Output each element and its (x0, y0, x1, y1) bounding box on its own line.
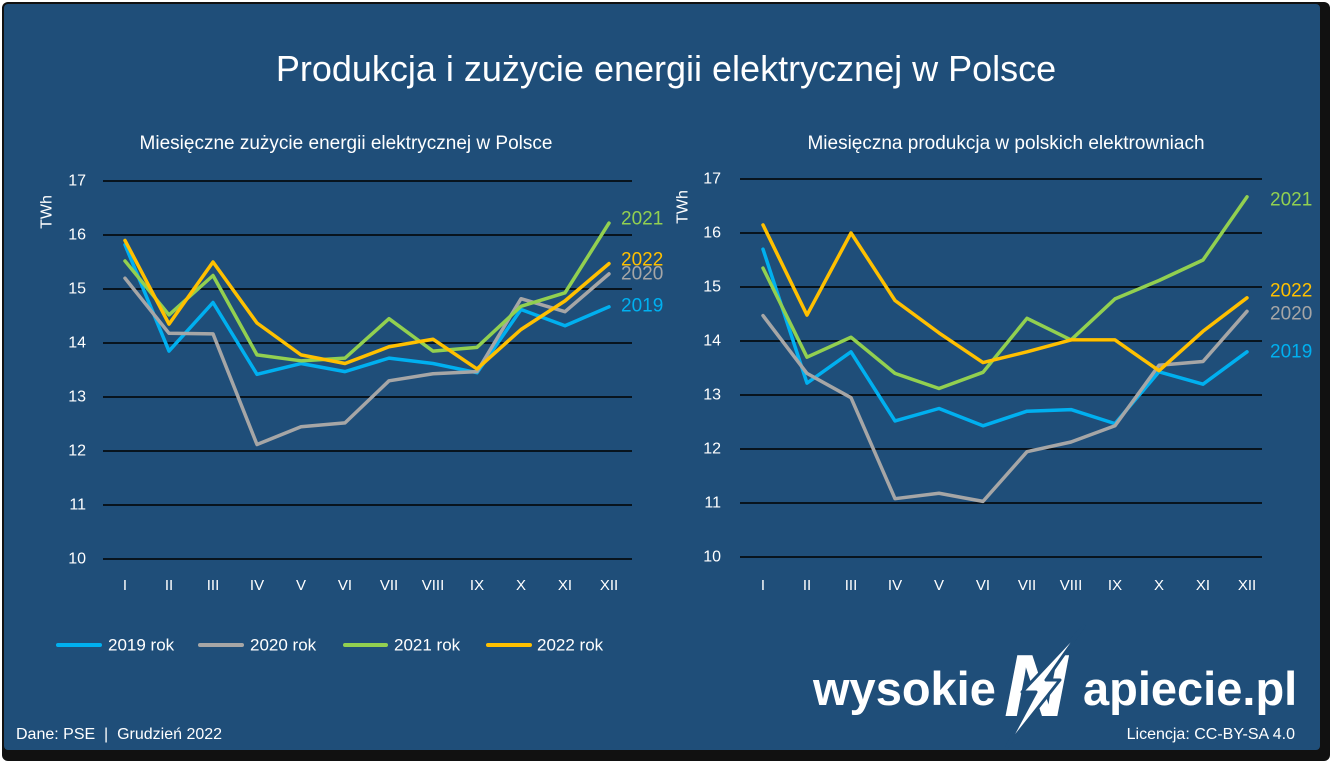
x-tick-label: IV (250, 577, 264, 594)
panel-background (4, 4, 1320, 750)
y-axis-label: TWh (39, 195, 56, 229)
x-tick-label: I (761, 577, 765, 594)
x-tick-label: II (803, 577, 811, 594)
x-tick-label: XII (600, 577, 618, 594)
x-tick-label: XII (1238, 577, 1256, 594)
x-tick-label: X (516, 577, 526, 594)
series-end-label: 2019 (621, 296, 663, 317)
series-line-2021 (761, 195, 1249, 391)
x-tick-label: VI (976, 577, 990, 594)
x-tick-label: V (296, 577, 306, 594)
y-tick-label: 10 (703, 549, 721, 566)
y-tick-label: 13 (703, 387, 721, 404)
series-end-label: 2022 (621, 250, 663, 271)
x-tick-label: VII (1018, 577, 1036, 594)
legend-label: 2022 rok (537, 636, 604, 655)
series-end-label: 2020 (1270, 304, 1312, 325)
y-axis-label: TWh (675, 190, 692, 224)
x-tick-label: IV (888, 577, 902, 594)
x-tick-label: VIII (422, 577, 445, 594)
x-tick-label: VIII (1060, 577, 1083, 594)
x-tick-label: III (207, 577, 220, 594)
x-tick-label: V (934, 577, 944, 594)
x-tick-label: VI (338, 577, 352, 594)
x-tick-label: XI (1196, 577, 1210, 594)
series-end-label: 2021 (1270, 190, 1312, 211)
legend: 2019 rok 2020 rok 2021 rok 2022 rok (56, 636, 604, 655)
y-tick-label: 14 (68, 335, 86, 352)
y-tick-label: 11 (69, 497, 86, 514)
y-tick-label: 17 (703, 171, 721, 188)
series-end-label: 2020 (621, 264, 663, 285)
x-tick-label: XI (558, 577, 572, 594)
x-tick-label: II (165, 577, 173, 594)
logo-text-left: wysokie (812, 662, 996, 715)
series-end-label: 2022 (1270, 281, 1312, 302)
legend-label: 2019 rok (108, 636, 175, 655)
y-tick-label: 12 (703, 441, 721, 458)
x-tick-label: III (845, 577, 858, 594)
logo-text-right: apiecie.pl (1083, 662, 1297, 715)
legend-label: 2021 rok (394, 636, 461, 655)
y-tick-label: 10 (68, 551, 86, 568)
series-line-2022 (761, 223, 1249, 373)
y-tick-label: 12 (68, 443, 86, 460)
source-note: Dane: PSE | Grudzień 2022 (16, 726, 222, 743)
legend-item: 2019 rok (56, 636, 175, 655)
legend-item: 2020 rok (198, 636, 317, 655)
y-tick-label: 11 (704, 495, 721, 512)
x-tick-label: VII (380, 577, 398, 594)
series-end-label: 2021 (621, 209, 663, 230)
lightning-bolt-icon (1004, 624, 1086, 750)
x-tick-label: I (123, 577, 127, 594)
chart-title-consumption: Miesięczne zużycie energii elektrycznej … (140, 133, 553, 154)
series-end-label: 2019 (1270, 342, 1312, 363)
x-tick-label: IX (470, 577, 484, 594)
y-tick-label: 15 (68, 281, 86, 298)
y-tick-label: 14 (703, 333, 721, 350)
series-line-2020 (123, 272, 611, 447)
main-title: Produkcja i zużycie energii elektrycznej… (276, 48, 1056, 89)
y-tick-label: 13 (68, 389, 86, 406)
y-tick-label: 15 (703, 279, 721, 296)
y-tick-label: 16 (68, 227, 86, 244)
x-tick-label: X (1154, 577, 1164, 594)
series-line-2021 (123, 221, 611, 363)
license-note: Licencja: CC-BY-SA 4.0 (1127, 726, 1295, 743)
x-tick-label: IX (1108, 577, 1122, 594)
series-line-2022 (123, 238, 611, 371)
logo: wysokie N apiecie.pl (812, 624, 1297, 750)
legend-item: 2022 rok (486, 636, 604, 655)
chart-title-production: Miesięczna produkcja w polskich elektrow… (807, 133, 1204, 154)
y-tick-label: 17 (68, 173, 86, 190)
series-line-2019 (123, 242, 611, 377)
series-line-2019 (761, 247, 1249, 428)
legend-item: 2021 rok (343, 636, 461, 655)
y-tick-label: 16 (703, 225, 721, 242)
legend-label: 2020 rok (250, 636, 317, 655)
